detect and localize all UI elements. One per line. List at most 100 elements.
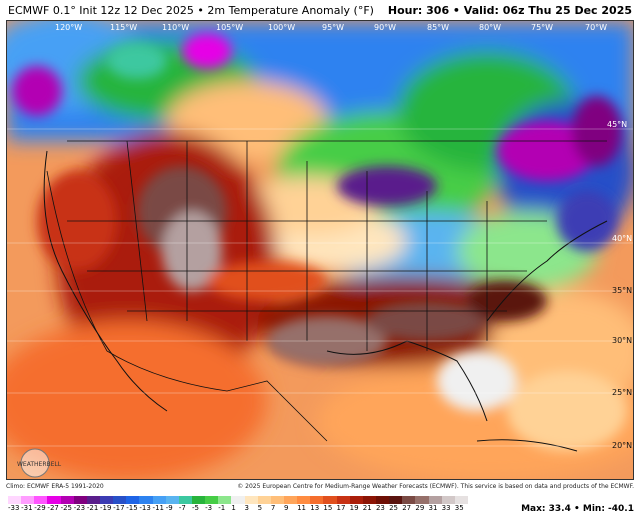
color-scale-swatch [244, 496, 258, 504]
color-scale-tick: -25 [60, 504, 72, 512]
ecmwf-credit: © 2025 European Centre for Medium-Range … [237, 483, 634, 490]
latitude-label: 20°N [612, 441, 632, 450]
color-scale-tick: -27 [47, 504, 59, 512]
longitude-label: 120°W [55, 23, 82, 32]
color-scale-tick: 31 [428, 504, 438, 512]
header-bar: ECMWF 0.1° Init 12z 12 Dec 2025 • 2m Tem… [0, 0, 640, 20]
latitude-label: 45°N [607, 120, 627, 129]
color-scale-swatch [428, 496, 442, 504]
color-scale-tick: -19 [99, 504, 112, 512]
coastlines [43, 150, 608, 452]
longitude-label: 115°W [110, 23, 137, 32]
color-scale-swatch [21, 496, 35, 504]
color-scale-swatch [8, 496, 22, 504]
color-scale-tick: 23 [375, 504, 385, 512]
color-scale-tick: 17 [336, 504, 346, 512]
color-scale-swatch [218, 496, 232, 504]
color-scale-tick: -13 [139, 504, 151, 512]
color-scale-tick: 35 [454, 504, 464, 512]
color-scale-tick: 13 [310, 504, 320, 512]
us-mexico-border [46, 170, 328, 442]
color-scale-swatch [205, 496, 219, 504]
color-scale-tick: 33 [441, 504, 451, 512]
weatherbell-logo: WEATHERBELL [17, 448, 62, 478]
color-scale-swatch [113, 496, 127, 504]
longitude-label: 100°W [268, 23, 295, 32]
map-title: ECMWF 0.1° Init 12z 12 Dec 2025 • 2m Tem… [8, 3, 374, 17]
latitude-label: 25°N [612, 388, 632, 397]
longitude-label: 90°W [374, 23, 396, 32]
color-scale-swatch [152, 496, 166, 504]
color-scale-swatch [231, 496, 245, 504]
color-scale-swatch [191, 496, 206, 504]
valid-time: Hour: 306 • Valid: 06z Thu 25 Dec 2025 [387, 3, 632, 17]
color-scale-ticks: -33 -31 -29 -27 -25 -23 -21 -19 -17 -15 -13 -11 -9 -7… [8, 504, 468, 512]
color-scale-tick: 15 [323, 504, 333, 512]
color-scale-tick: 5 [257, 504, 263, 512]
longitude-labels: 120°W 115°W 110°W 105°W 100°W 95°W 90°W … [55, 23, 607, 32]
latitude-labels: 45°N 40°N 35°N 30°N 25°N 20°N [607, 120, 632, 450]
longitude-label: 105°W [216, 23, 243, 32]
color-scale-swatch [454, 496, 468, 504]
color-scale-swatch [349, 496, 363, 504]
color-scale-swatch [73, 496, 87, 504]
color-scale-tick: 7 [270, 504, 276, 512]
color-scale-swatch [34, 496, 48, 504]
color-scale-tick: -15 [126, 504, 138, 512]
latitude-label: 30°N [612, 336, 632, 345]
color-scale-tick: -9 [165, 504, 173, 512]
longitude-label: 110°W [162, 23, 189, 32]
color-scale-swatch [415, 496, 429, 504]
color-scale-swatch [310, 496, 324, 504]
color-scale-tick: 29 [415, 504, 425, 512]
color-scale-swatch [86, 496, 100, 504]
color-scale-bar [8, 496, 468, 504]
color-scale-swatch [336, 496, 350, 504]
color-scale-swatch [178, 496, 192, 504]
color-scale-swatch [99, 496, 114, 504]
color-scale-swatch [323, 496, 337, 504]
latitude-label: 40°N [612, 234, 632, 243]
color-scale-tick: -3 [205, 504, 213, 512]
color-scale-swatch [362, 496, 376, 504]
longitude-label: 80°W [479, 23, 501, 32]
color-scale-swatch [60, 496, 74, 504]
color-scale-swatch [165, 496, 179, 504]
color-scale-swatch [257, 496, 271, 504]
color-scale-swatch [139, 496, 153, 504]
color-scale-tick: 9 [283, 504, 289, 512]
color-scale-swatch [389, 496, 403, 504]
color-scale-swatch [441, 496, 455, 504]
color-scale-tick: 19 [349, 504, 359, 512]
color-scale-swatch [402, 496, 416, 504]
color-scale-swatch [47, 496, 61, 504]
color-scale-swatch [270, 496, 284, 504]
color-scale-tick: 27 [402, 504, 412, 512]
color-scale-tick: -29 [34, 504, 46, 512]
color-scale-tick: 1 [231, 504, 236, 512]
longitude-label: 85°W [427, 23, 449, 32]
color-scale-tick: -1 [218, 504, 226, 512]
temperature-anomaly-map[interactable]: 120°W 115°W 110°W 105°W 100°W 95°W 90°W … [6, 20, 634, 480]
color-scale-tick: -23 [73, 504, 86, 512]
color-scale-swatch [375, 496, 390, 504]
logo-text: WEATHERBELL [17, 461, 62, 468]
color-scale-swatch [297, 496, 311, 504]
map-canvas: 120°W 115°W 110°W 105°W 100°W 95°W 90°W … [7, 21, 633, 479]
credits: Climo: ECMWF ERA-5 1991-2020 © 2025 Euro… [0, 480, 640, 494]
color-scale-tick: -31 [21, 504, 33, 512]
color-scale-tick: -5 [191, 504, 199, 512]
max-min-readout: Max: 33.4 • Min: -40.1 [521, 504, 634, 514]
color-scale-tick: -7 [178, 504, 186, 512]
color-scale-tick: 21 [362, 504, 372, 512]
longitude-label: 75°W [531, 23, 553, 32]
color-scale-tick: -33 [8, 504, 20, 512]
color-scale-tick: 11 [297, 504, 307, 512]
color-scale-swatch [283, 496, 298, 504]
longitude-label: 95°W [322, 23, 344, 32]
color-scale-tick: -11 [152, 504, 164, 512]
color-scale-tick: 25 [389, 504, 398, 512]
latitude-label: 35°N [612, 286, 632, 295]
climo-credit: Climo: ECMWF ERA-5 1991-2020 [6, 483, 104, 490]
color-scale-tick: 3 [244, 504, 249, 512]
